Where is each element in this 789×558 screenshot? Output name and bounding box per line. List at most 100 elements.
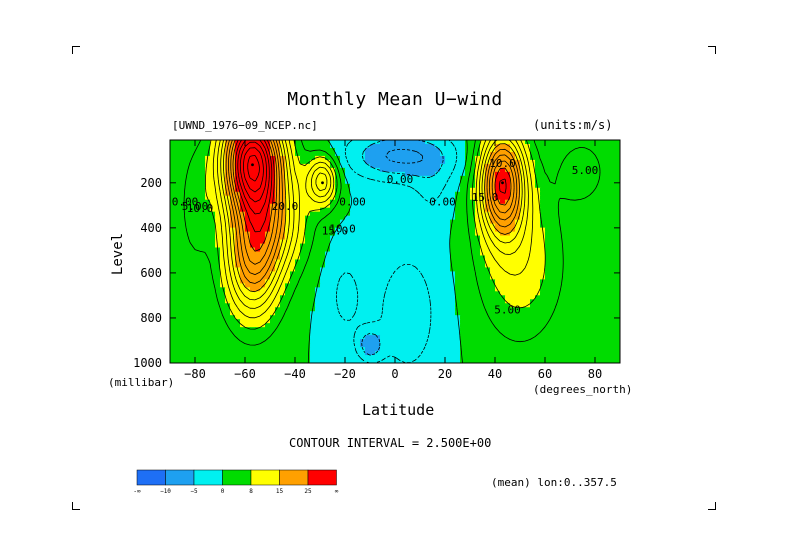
contour-cell [460, 151, 466, 157]
contour-cell [295, 347, 301, 352]
contour-cell [345, 331, 351, 336]
contour-cell [195, 335, 201, 340]
contour-cell [350, 295, 356, 300]
contour-cell [485, 203, 491, 209]
contour-cell [560, 151, 566, 157]
contour-cell [350, 327, 356, 332]
contour-cell [295, 151, 301, 157]
contour-cell [405, 207, 411, 213]
contour-cell [385, 311, 391, 316]
contour-cell [535, 223, 541, 229]
contour-cell [385, 255, 391, 261]
contour-cell [395, 187, 401, 193]
contour-cell [260, 167, 266, 173]
contour-cell [425, 355, 431, 360]
contour-cell [400, 299, 406, 304]
contour-cell [415, 307, 421, 312]
contour-cell [400, 211, 406, 217]
contour-cell [560, 207, 566, 213]
contour-cell [510, 287, 516, 292]
contour-cell [390, 219, 396, 225]
contour-cell [615, 203, 620, 209]
contour-cell [545, 243, 551, 249]
contour-cell [600, 187, 606, 193]
contour-cell [445, 171, 451, 177]
contour-cell [270, 251, 276, 257]
contour-cell [475, 327, 481, 332]
contour-cell [305, 207, 311, 213]
contour-cell [280, 283, 286, 288]
contour-cell [485, 255, 491, 261]
contour-cell [510, 223, 516, 229]
contour-cell [435, 311, 441, 316]
contour-cell [500, 140, 506, 145]
contour-cell [375, 243, 381, 249]
contour-cell [455, 335, 461, 340]
contour-cell [230, 299, 236, 304]
contour-cell [280, 335, 286, 340]
contour-cell [565, 279, 571, 284]
contour-cell [580, 327, 586, 332]
contour-cell [380, 211, 386, 217]
contour-cell [605, 187, 611, 193]
contour-cell [260, 331, 266, 336]
contour-cell [260, 215, 266, 221]
contour-cell [310, 347, 316, 352]
contour-cell [335, 223, 341, 229]
contour-cell [550, 215, 556, 221]
contour-cell [465, 155, 471, 161]
contour-cell [470, 355, 476, 360]
contour-cell [570, 343, 576, 348]
contour-cell [465, 239, 471, 245]
contour-cell [525, 140, 531, 145]
contour-cell [545, 335, 551, 340]
contour-cell [580, 163, 586, 169]
contour-cell [200, 335, 206, 340]
contour-cell [405, 239, 411, 245]
contour-cell [260, 271, 266, 276]
contour-cell [235, 295, 241, 300]
contour-cell [550, 303, 556, 308]
contour-cell [375, 239, 381, 245]
contour-cell [380, 235, 386, 241]
contour-cell [195, 359, 201, 363]
contour-cell [345, 187, 351, 193]
contour-cell [410, 199, 416, 205]
contour-cell [175, 199, 181, 205]
contour-cell [335, 207, 341, 213]
contour-cell [420, 303, 426, 308]
contour-cell [200, 255, 206, 261]
contour-cell [390, 323, 396, 328]
contour-cell [410, 351, 416, 356]
contour-cell [450, 199, 456, 205]
contour-cell [245, 323, 251, 328]
contour-cell [180, 223, 186, 229]
contour-cell [280, 287, 286, 292]
contour-cell [220, 191, 226, 197]
contour-cell [245, 183, 251, 189]
contour-cell [420, 147, 426, 153]
contour-cell [275, 287, 281, 292]
contour-cell [425, 263, 431, 269]
contour-cell [315, 279, 321, 284]
contour-cell [610, 351, 616, 356]
contour-cell [205, 287, 211, 292]
contour-cell [590, 140, 596, 145]
contour-cell [335, 327, 341, 332]
contour-cell [525, 159, 531, 165]
contour-cell [590, 163, 596, 169]
contour-cell [210, 343, 216, 348]
contour-cell [425, 255, 431, 261]
contour-cell [505, 303, 511, 308]
contour-cell [495, 259, 501, 265]
contour-cell [360, 335, 366, 340]
contour-cell [430, 140, 436, 145]
contour-cell [440, 283, 446, 288]
contour-cell [535, 315, 541, 320]
contour-cell [315, 295, 321, 300]
contour-cell [430, 167, 436, 173]
contour-cell [235, 331, 241, 336]
contour-cell [300, 267, 306, 273]
contour-cell [405, 251, 411, 257]
contour-cell [460, 235, 466, 241]
